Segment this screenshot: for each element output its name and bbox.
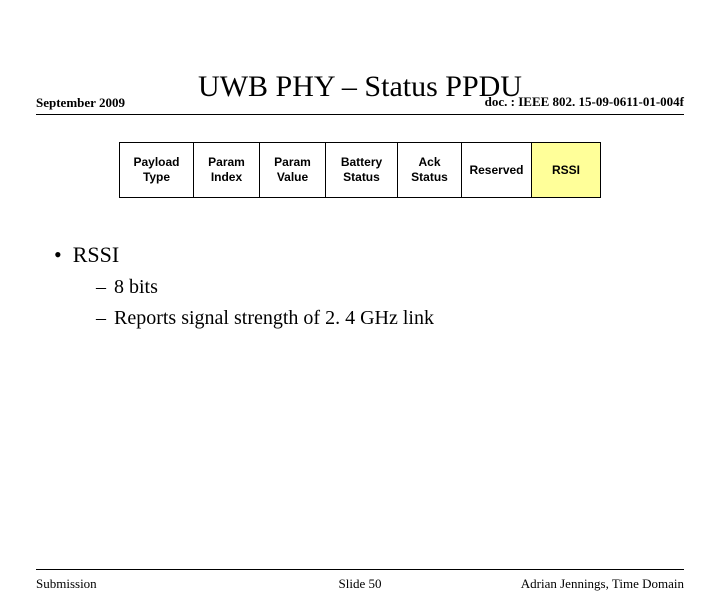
bullet-lvl1-text: RSSI — [73, 242, 119, 267]
ppdu-field-5: Reserved — [462, 143, 532, 197]
footer-center: Slide 50 — [36, 576, 684, 592]
ppdu-fields-row: Payload TypeParam IndexParam ValueBatter… — [119, 142, 601, 198]
bullet-lvl2-1: –Reports signal strength of 2. 4 GHz lin… — [96, 307, 720, 330]
bullet-list: • RSSI –8 bits –Reports signal strength o… — [54, 242, 720, 330]
bullet-lvl1: • RSSI — [54, 242, 720, 268]
header-rule — [36, 114, 684, 115]
footer-rule — [36, 569, 684, 570]
ppdu-field-2: Param Value — [260, 143, 326, 197]
ppdu-field-0: Payload Type — [120, 143, 194, 197]
footer: Submission Slide 50 Adrian Jennings, Tim… — [36, 576, 684, 592]
ppdu-field-3: Battery Status — [326, 143, 398, 197]
bullet-lvl2-0: –8 bits — [96, 276, 720, 299]
ppdu-field-4: Ack Status — [398, 143, 462, 197]
ppdu-diagram: Payload TypeParam IndexParam ValueBatter… — [0, 142, 720, 198]
ppdu-field-6: RSSI — [532, 143, 600, 197]
ppdu-field-1: Param Index — [194, 143, 260, 197]
header-date: September 2009 — [36, 95, 125, 110]
header-doc-id: doc. : IEEE 802. 15-09-0611-01-004f — [485, 94, 684, 110]
